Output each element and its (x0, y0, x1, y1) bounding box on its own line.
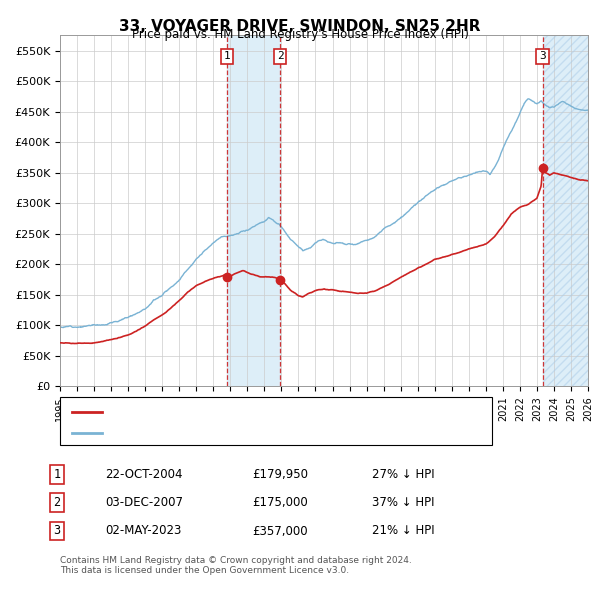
Text: 2: 2 (277, 51, 283, 61)
Text: Price paid vs. HM Land Registry's House Price Index (HPI): Price paid vs. HM Land Registry's House … (131, 28, 469, 41)
Text: 1: 1 (53, 468, 61, 481)
Text: 33, VOYAGER DRIVE, SWINDON, SN25 2HR: 33, VOYAGER DRIVE, SWINDON, SN25 2HR (119, 19, 481, 34)
Text: 3: 3 (53, 525, 61, 537)
Text: £179,950: £179,950 (252, 468, 308, 481)
Text: 37% ↓ HPI: 37% ↓ HPI (372, 496, 434, 509)
Text: 21% ↓ HPI: 21% ↓ HPI (372, 525, 434, 537)
Text: 2: 2 (53, 496, 61, 509)
Text: 33, VOYAGER DRIVE, SWINDON, SN25 2HR (detached house): 33, VOYAGER DRIVE, SWINDON, SN25 2HR (de… (108, 407, 424, 417)
Bar (542, 35, 592, 386)
Text: 02-MAY-2023: 02-MAY-2023 (105, 525, 181, 537)
Text: 22-OCT-2004: 22-OCT-2004 (105, 468, 182, 481)
Text: 3: 3 (539, 51, 546, 61)
Bar (227, 35, 280, 386)
Bar (542, 35, 592, 386)
Text: 1: 1 (224, 51, 230, 61)
Text: Contains HM Land Registry data © Crown copyright and database right 2024.
This d: Contains HM Land Registry data © Crown c… (60, 556, 412, 575)
Text: 27% ↓ HPI: 27% ↓ HPI (372, 468, 434, 481)
Text: 03-DEC-2007: 03-DEC-2007 (105, 496, 183, 509)
Text: £175,000: £175,000 (252, 496, 308, 509)
Text: HPI: Average price, detached house, Swindon: HPI: Average price, detached house, Swin… (108, 428, 345, 438)
Text: £357,000: £357,000 (252, 525, 308, 537)
